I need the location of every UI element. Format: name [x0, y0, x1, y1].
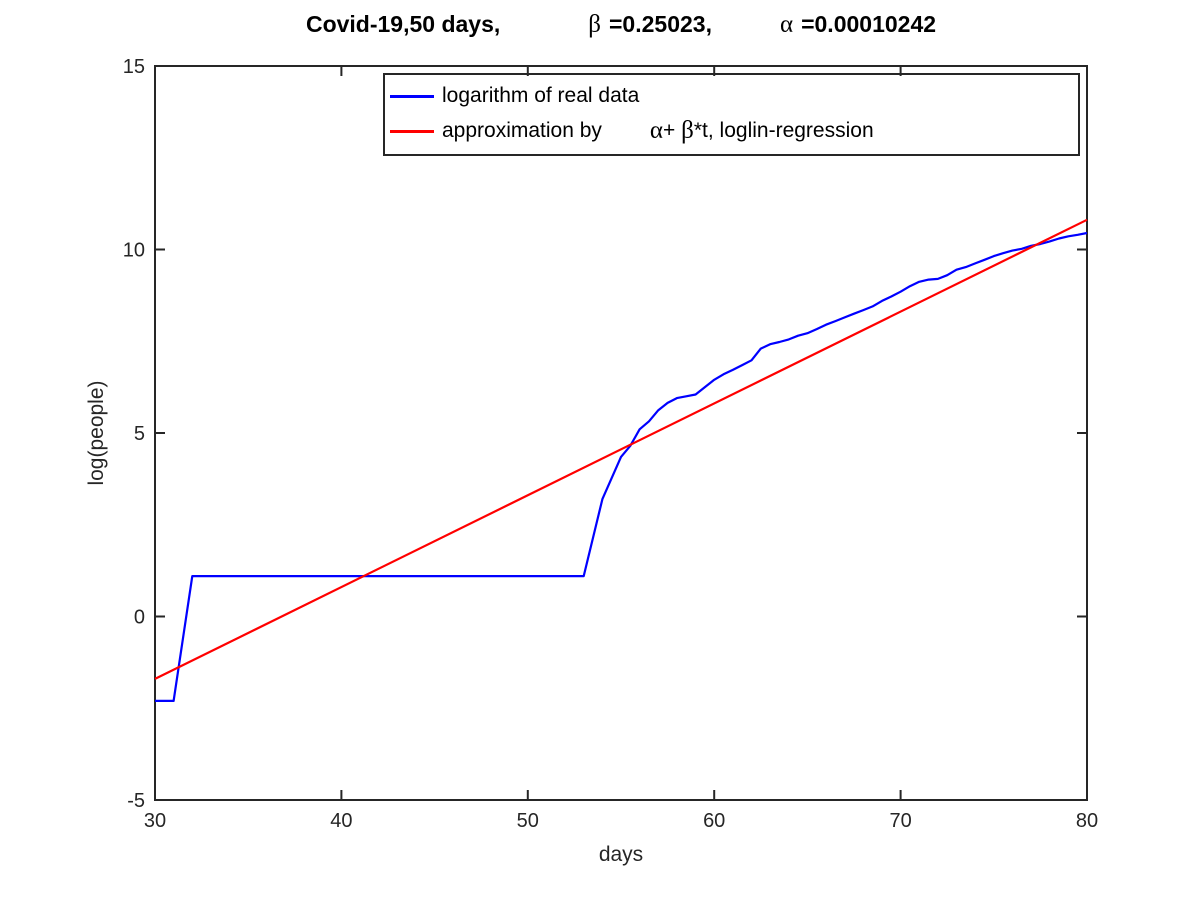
legend-label: +	[663, 119, 682, 142]
chart-title: Covid-19,50 days, β =0.25023, α =0.00010…	[155, 11, 1087, 39]
y-tick-label: -5	[127, 790, 145, 812]
y-axis-label: log(people)	[85, 380, 108, 485]
legend-line-sample-red	[390, 129, 434, 133]
series-real-data-line	[155, 231, 1088, 703]
x-tick-label: 50	[517, 810, 539, 832]
legend-line-sample-blue	[390, 94, 434, 98]
axes-box	[154, 65, 1088, 801]
beta-symbol: β	[588, 11, 601, 38]
alpha-symbol: α	[649, 117, 664, 144]
y-tick-label: 5	[134, 423, 145, 445]
y-tick-label: 15	[123, 56, 145, 78]
y-tick-label: 10	[123, 240, 145, 262]
x-tick-label: 80	[1076, 810, 1098, 832]
y-tick-label: 0	[134, 607, 145, 629]
title-text: Covid-19,50 days,	[305, 11, 501, 37]
series-regression-line	[154, 218, 1088, 680]
x-tick-label: 40	[330, 810, 352, 832]
beta-symbol: β	[681, 117, 694, 144]
alpha-value: =0.00010242	[801, 11, 937, 37]
legend-label: approximation by	[442, 119, 602, 142]
legend-item-real-data: logarithm of real data	[390, 84, 1078, 108]
legend-label: *t, loglin-regression	[693, 119, 874, 142]
legend-item-regression: approximation by α + β *t, loglin-regres…	[390, 117, 1078, 145]
legend-label: logarithm of real data	[442, 84, 640, 107]
x-tick-label: 30	[144, 810, 166, 832]
alpha-symbol: α	[779, 11, 794, 38]
beta-value: =0.25023,	[609, 11, 712, 37]
x-tick-label: 60	[703, 810, 725, 832]
x-tick-label: 70	[889, 810, 911, 832]
legend: logarithm of real data approximation by …	[383, 73, 1080, 156]
x-axis-label: days	[599, 843, 643, 866]
